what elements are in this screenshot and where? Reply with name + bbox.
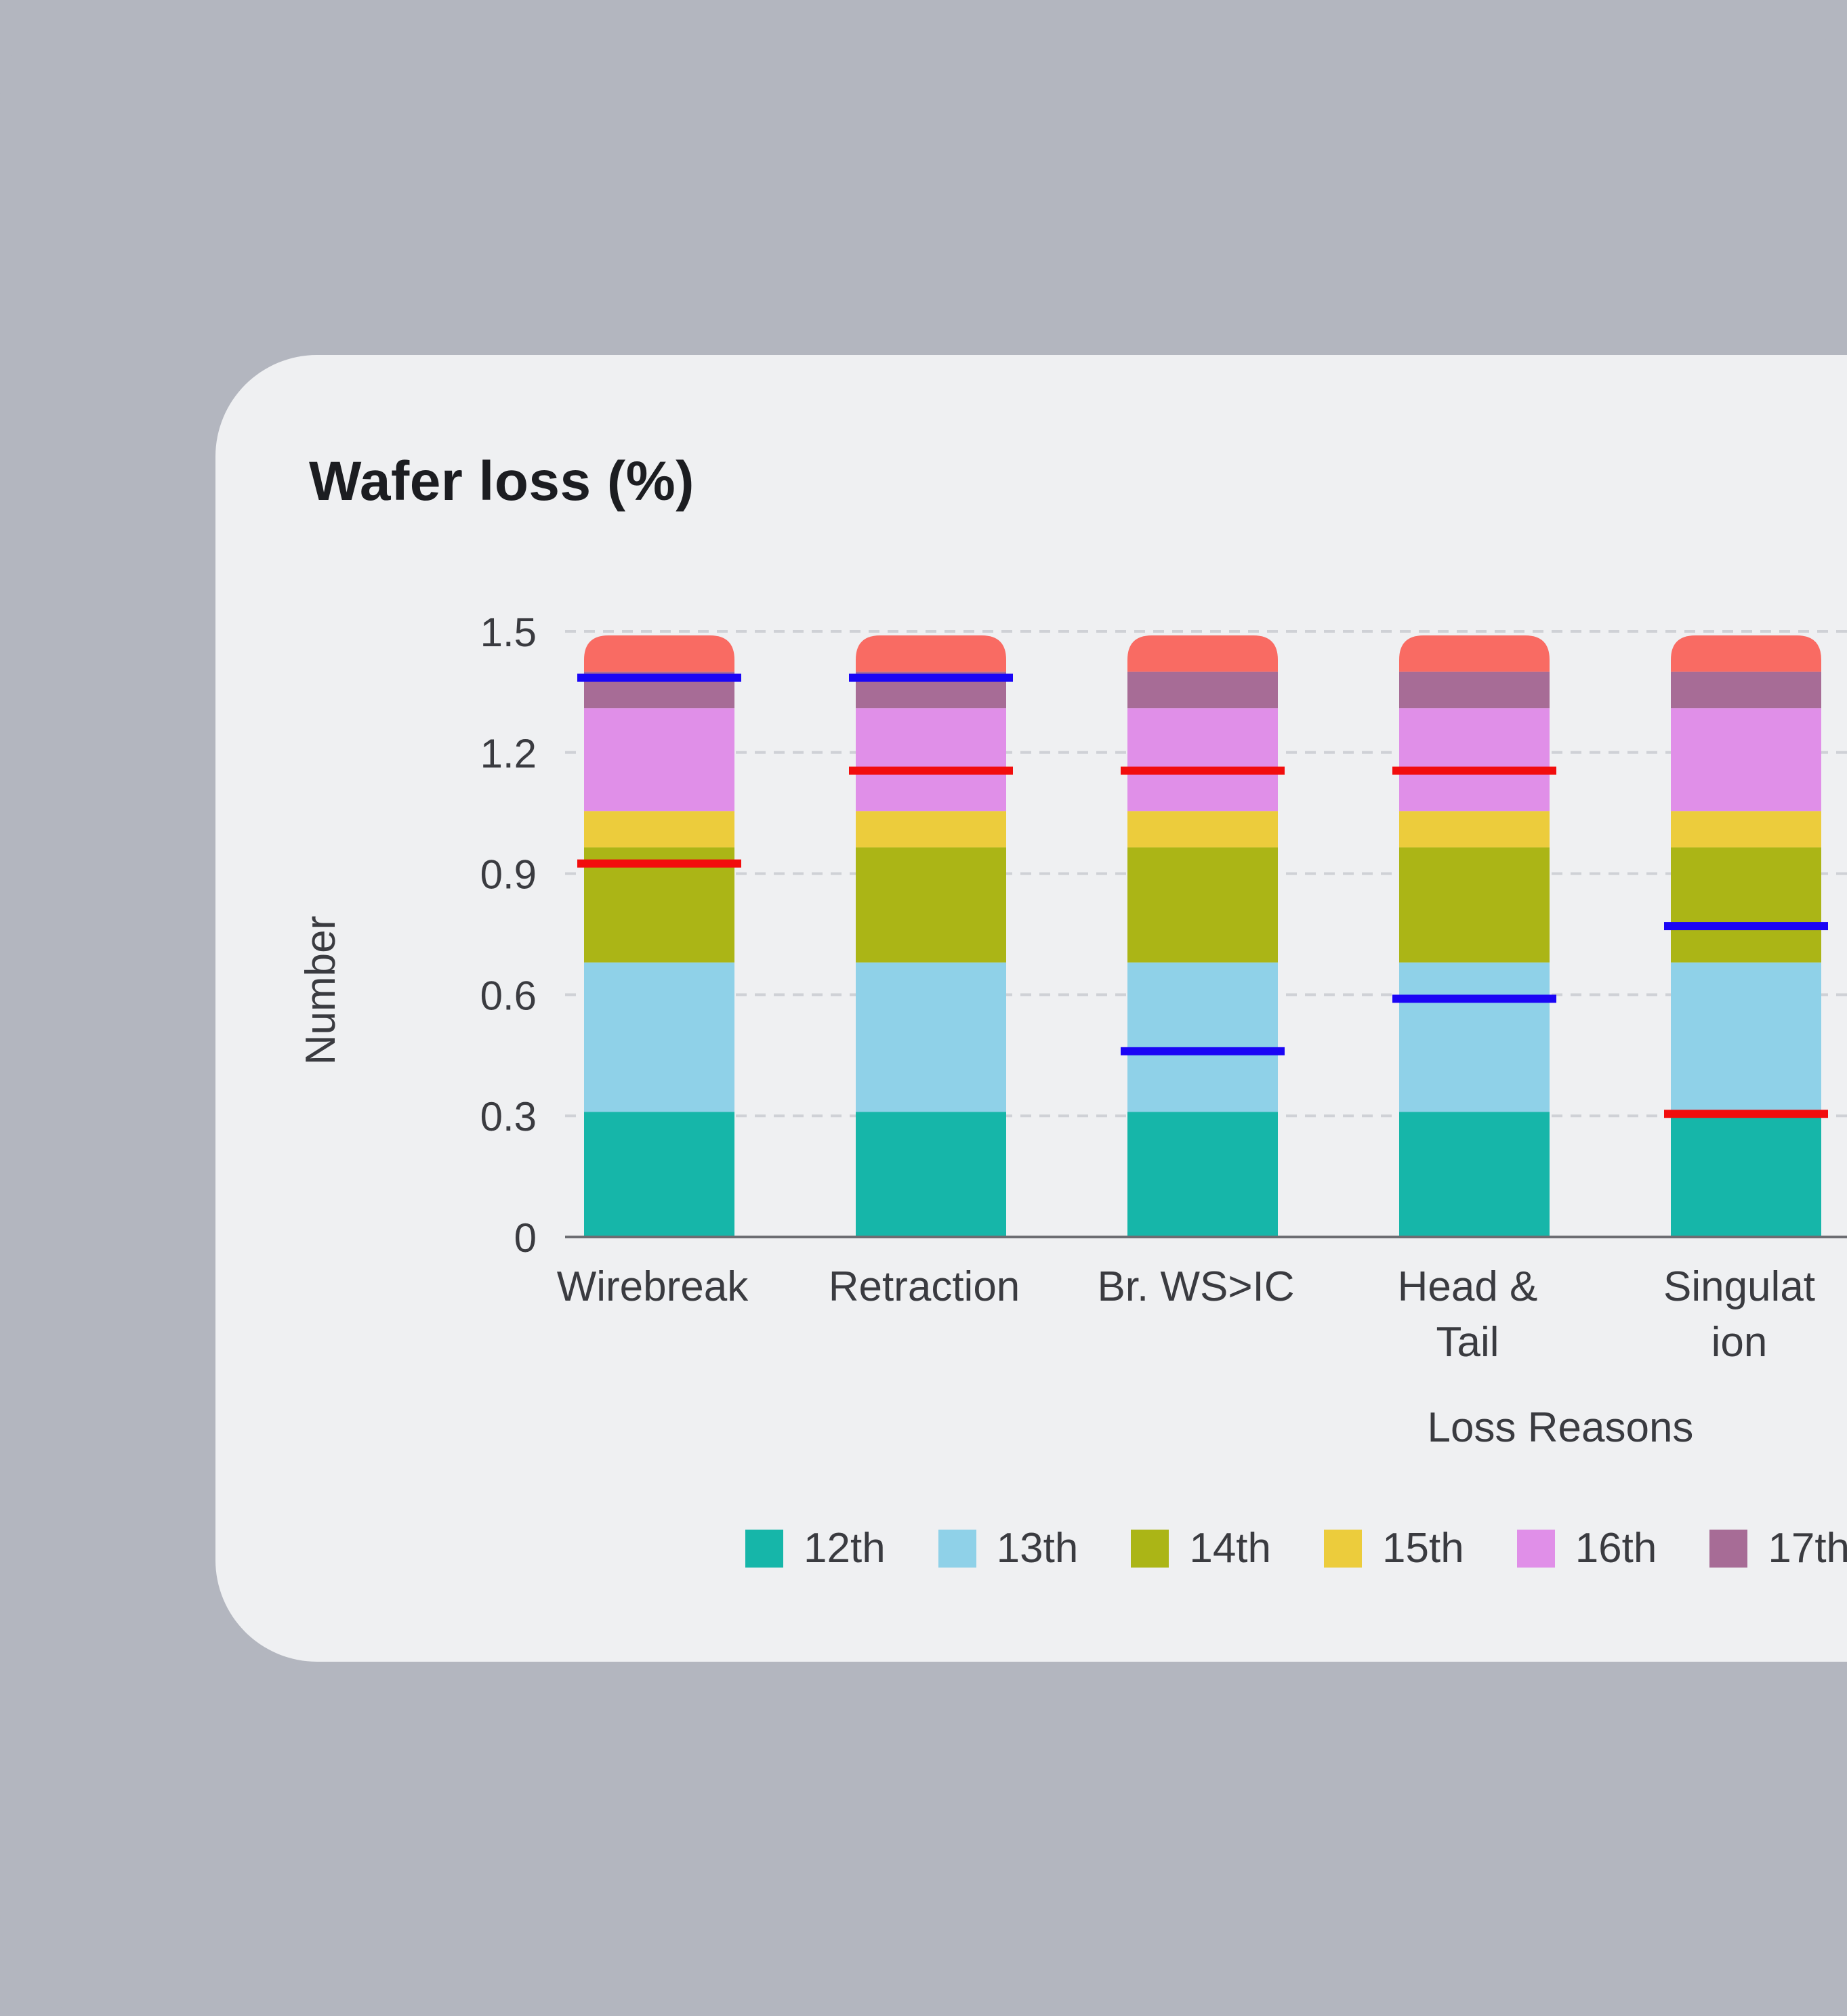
legend-swatch bbox=[1516, 1529, 1555, 1568]
bar-segment bbox=[1671, 708, 1821, 812]
bar-segment bbox=[856, 962, 1006, 1112]
bar-segment bbox=[1671, 635, 1821, 672]
bar-segment bbox=[1399, 962, 1550, 1112]
reference-marker bbox=[1392, 766, 1556, 775]
legend-label: 13th bbox=[996, 1525, 1079, 1572]
bar-segment bbox=[1671, 811, 1821, 847]
bar-segment bbox=[856, 708, 1006, 812]
reference-marker bbox=[1664, 922, 1828, 931]
bar-segment bbox=[1399, 635, 1550, 672]
bar-segment bbox=[1399, 811, 1550, 847]
bar-segment bbox=[1127, 811, 1278, 847]
bar-segment bbox=[1127, 962, 1278, 1112]
legend-label: 14th bbox=[1189, 1525, 1272, 1572]
reference-marker bbox=[577, 673, 741, 682]
legend-item[interactable]: 14th bbox=[1131, 1524, 1271, 1572]
y-tick-label: 0.6 bbox=[480, 973, 537, 1018]
legend-label: 17th bbox=[1768, 1525, 1847, 1572]
x-tick-label: Wirebreak bbox=[557, 1263, 749, 1310]
stacked-bar-chart: 0 0.3 0.6 0.9 1.2 1.5 Number Wirebreak Retractio… bbox=[297, 610, 1847, 1451]
legend-item[interactable]: 17th bbox=[1709, 1524, 1847, 1572]
legend-item[interactable]: 12th bbox=[745, 1524, 886, 1572]
bar-segment bbox=[1127, 847, 1278, 963]
bar-segment bbox=[1671, 1112, 1821, 1237]
y-tick-label: 1.5 bbox=[480, 610, 537, 655]
legend-label: 12th bbox=[804, 1525, 886, 1572]
bar-segment bbox=[584, 1112, 734, 1237]
legend-item[interactable]: 15th bbox=[1324, 1524, 1464, 1572]
legend-item[interactable]: 13th bbox=[938, 1524, 1079, 1572]
bar-segment bbox=[856, 811, 1006, 847]
bar-segment bbox=[1127, 635, 1278, 672]
bar-segment bbox=[584, 811, 734, 847]
bar-segment bbox=[1399, 1112, 1550, 1237]
bar-segment bbox=[1127, 1112, 1278, 1237]
bar-segment bbox=[1127, 671, 1278, 709]
chart-title: Wafer loss (%) bbox=[309, 450, 694, 512]
x-axis-title: Loss Reasons bbox=[1428, 1404, 1694, 1451]
x-tick-label: Br. WS>IC bbox=[1097, 1263, 1294, 1310]
chart-card: Wafer loss (%) 0 0.3 0.6 0.9 1.2 1.5 Number Wir… bbox=[215, 355, 1847, 1662]
legend-label: 15th bbox=[1382, 1525, 1464, 1572]
bar-segment bbox=[856, 635, 1006, 672]
legend-swatch bbox=[745, 1529, 783, 1568]
legend-swatch bbox=[1324, 1529, 1363, 1568]
bar-segment bbox=[584, 962, 734, 1112]
reference-marker bbox=[1664, 1110, 1828, 1118]
reference-marker bbox=[849, 766, 1013, 775]
bar-segment bbox=[1671, 962, 1821, 1112]
x-tick-label: Tail bbox=[1436, 1319, 1499, 1366]
bar-segment bbox=[856, 847, 1006, 963]
legend-swatch bbox=[1709, 1529, 1748, 1568]
legend-item[interactable]: 16th bbox=[1516, 1524, 1657, 1572]
bar-segment bbox=[1399, 708, 1550, 812]
reference-marker bbox=[1121, 1047, 1285, 1055]
reference-marker bbox=[577, 859, 741, 868]
x-tick-label: Retraction bbox=[829, 1263, 1020, 1310]
legend-swatch bbox=[1131, 1529, 1169, 1568]
legend-label: 16th bbox=[1575, 1525, 1657, 1572]
bar-segment bbox=[584, 635, 734, 672]
bar-segment bbox=[1399, 671, 1550, 709]
y-axis-title: Number bbox=[297, 916, 344, 1066]
y-tick-label: 1.2 bbox=[480, 731, 537, 776]
reference-marker bbox=[1392, 994, 1556, 1003]
reference-marker bbox=[1121, 766, 1285, 775]
y-tick-label: 0.9 bbox=[480, 852, 537, 898]
chart-legend: 12th 13th 14th 15th 16th 17th bbox=[745, 1524, 1847, 1572]
bar-segment bbox=[856, 1112, 1006, 1237]
bar-segment bbox=[584, 708, 734, 812]
y-tick-label: 0 bbox=[514, 1215, 537, 1261]
reference-marker bbox=[849, 673, 1013, 682]
bar-segment bbox=[1127, 708, 1278, 812]
x-tick-label: ion bbox=[1711, 1319, 1768, 1366]
bar-segment bbox=[1671, 671, 1821, 709]
bar-segment bbox=[1399, 847, 1550, 963]
x-tick-label: Head & bbox=[1398, 1263, 1538, 1310]
y-tick-label: 0.3 bbox=[480, 1094, 537, 1139]
x-tick-label: Singulat bbox=[1663, 1263, 1815, 1310]
legend-swatch bbox=[938, 1529, 976, 1568]
bar-segment bbox=[1671, 847, 1821, 963]
